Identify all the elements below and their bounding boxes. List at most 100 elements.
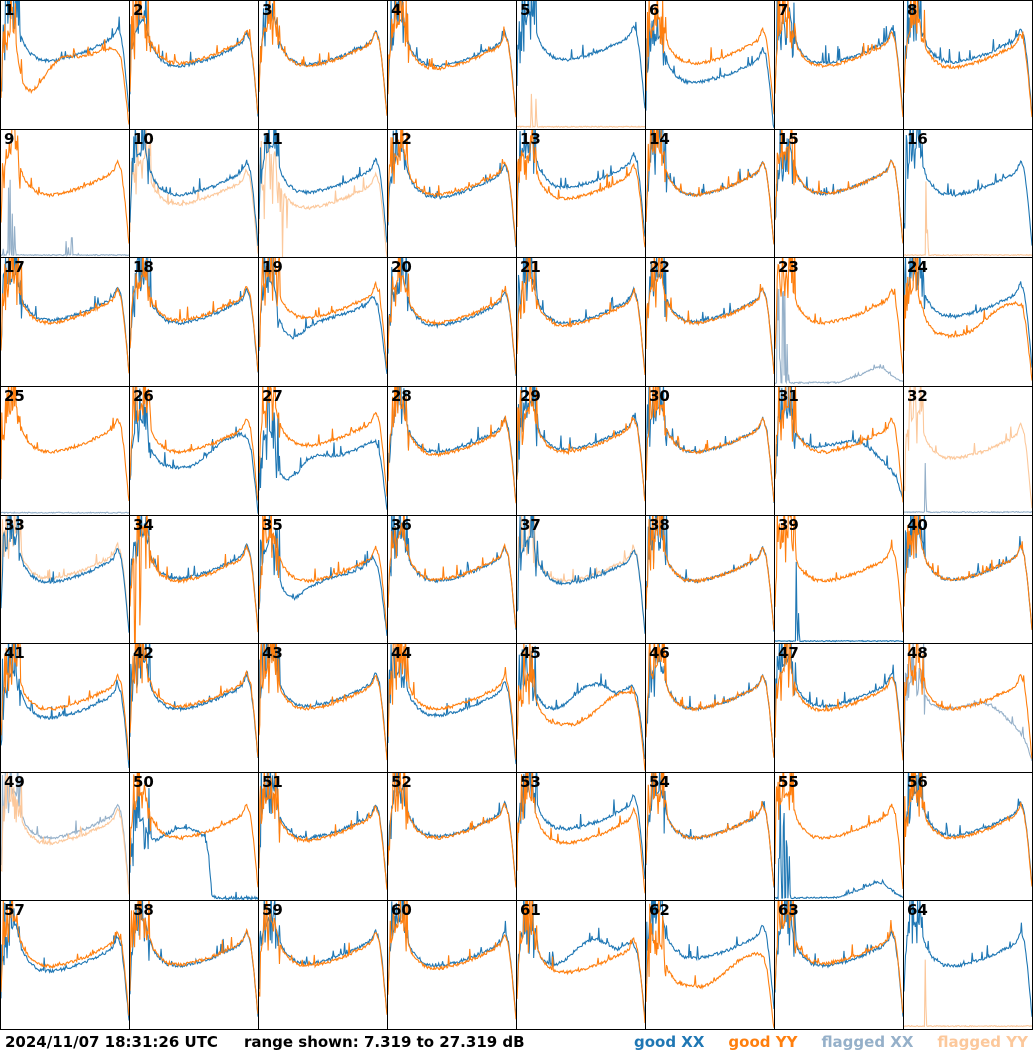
good-YY-trace [130,515,258,643]
antenna-number: 58 [133,901,154,920]
good-YY-trace [775,1,903,118]
good-XX-trace [904,901,1032,1018]
good-XX-trace [259,129,387,243]
antenna-plot-62: 62 [646,901,775,1030]
antenna-plot-8: 8 [904,1,1033,130]
good-YY-trace [130,386,258,501]
spectrum-plot [130,386,258,514]
antenna-number: 41 [4,644,25,663]
good-XX-trace [388,1,516,116]
flagged-YY-trace [130,129,258,254]
antenna-plot-2: 2 [130,1,259,130]
antenna-number: 36 [391,515,412,534]
spectrum-plot [130,1,258,117]
good-YY-trace [517,901,645,1024]
good-YY-trace [646,901,774,1029]
antenna-number: 17 [4,258,25,277]
spectrum-plot [388,1,516,118]
antenna-number: 9 [4,129,15,148]
antenna-plot-38: 38 [646,515,775,645]
spectrum-plot [646,258,774,375]
flagged-YY-trace [1,772,129,895]
spectrum-plot [646,901,774,1029]
spectrum-plot [904,129,1032,257]
good-YY-trace [259,1,387,116]
antenna-plot-48: 48 [904,644,1033,773]
good-YY-trace [775,258,903,374]
antenna-plot-11: 11 [259,129,388,259]
antenna-number: 57 [4,901,25,920]
spectrum-plot [646,515,774,632]
antenna-number: 15 [778,129,799,148]
spectrum-plot [904,772,1032,887]
antenna-number: 19 [262,258,283,277]
antenna-number: 60 [391,901,412,920]
good-XX-trace [775,386,903,499]
antenna-number: 47 [778,644,799,663]
spectrum-plot [775,644,903,761]
good-XX-trace [775,561,903,642]
antenna-plot-46: 46 [646,644,775,773]
spectrum-plot [517,515,645,634]
spectrum-plot [517,901,645,1024]
status-bar: 2024/11/07 18:31:26 UTC range shown: 7.3… [0,1030,1033,1053]
antenna-plot-49: 49 [1,772,130,902]
antenna-plot-12: 12 [388,129,517,259]
antenna-number: 53 [520,772,541,791]
antenna-plot-24: 24 [904,258,1033,387]
antenna-plot-37: 37 [517,515,646,645]
spectrum-plot [775,386,903,503]
legend: good XX good YY flagged XX flagged YY [634,1033,1028,1051]
good-YY-trace [1,258,129,374]
spectrum-plot [259,1,387,116]
flagged-XX-trace [1,179,129,257]
good-YY-trace [259,901,387,1016]
good-YY-trace [775,772,903,889]
antenna-plot-26: 26 [130,386,259,516]
spectrum-plot [775,772,903,901]
spectra-grid: 1 2 3 4 5 6 7 8 9 10 11 12 13 14 15 16 17 18 19 20 21 22 23 24 2… [0,0,1033,1030]
antenna-plot-40: 40 [904,515,1033,645]
antenna-plot-7: 7 [775,1,904,130]
antenna-number: 51 [262,772,283,791]
good-XX-trace [517,386,645,498]
range-label: range shown: 7.319 to 27.319 dB [243,1032,525,1051]
antenna-number: 43 [262,644,283,663]
spectrum-plot [388,901,516,1020]
good-XX-trace [904,1,1032,114]
good-XX-trace [130,129,258,246]
good-YY-trace [646,644,774,758]
good-YY-trace [517,258,645,376]
antenna-plot-29: 29 [517,386,646,516]
spectrum-plot [646,644,774,758]
antenna-number: 38 [649,515,670,534]
antenna-plot-1: 1 [1,1,130,130]
good-YY-trace [388,772,516,888]
antenna-plot-19: 19 [259,258,388,387]
spectrum-plot [517,258,645,376]
good-YY-trace [775,644,903,761]
spectrum-plot [517,1,645,129]
spectrum-plot [259,258,387,375]
legend-item-flagged-yy: flagged YY [937,1032,1028,1051]
spectrum-plot [1,1,129,125]
antenna-number: 28 [391,386,412,405]
antenna-plot-16: 16 [904,129,1033,259]
spectrum-plot [259,129,387,257]
antenna-number: 44 [391,644,412,663]
good-YY-trace [388,386,516,504]
good-YY-trace [1,644,129,761]
antenna-plot-27: 27 [259,386,388,516]
good-YY-trace [904,258,1032,381]
good-YY-trace [646,258,774,375]
antenna-number: 61 [520,901,541,920]
antenna-plot-28: 28 [388,386,517,516]
antenna-number: 40 [907,515,928,534]
timestamp: 2024/11/07 18:31:26 UTC [5,1032,218,1051]
antenna-number: 55 [778,772,799,791]
good-YY-trace [130,901,258,1015]
spectrum-plot [904,258,1032,381]
good-XX-trace [517,515,645,634]
good-XX-trace [775,644,903,757]
spectrum-plot [517,129,645,247]
